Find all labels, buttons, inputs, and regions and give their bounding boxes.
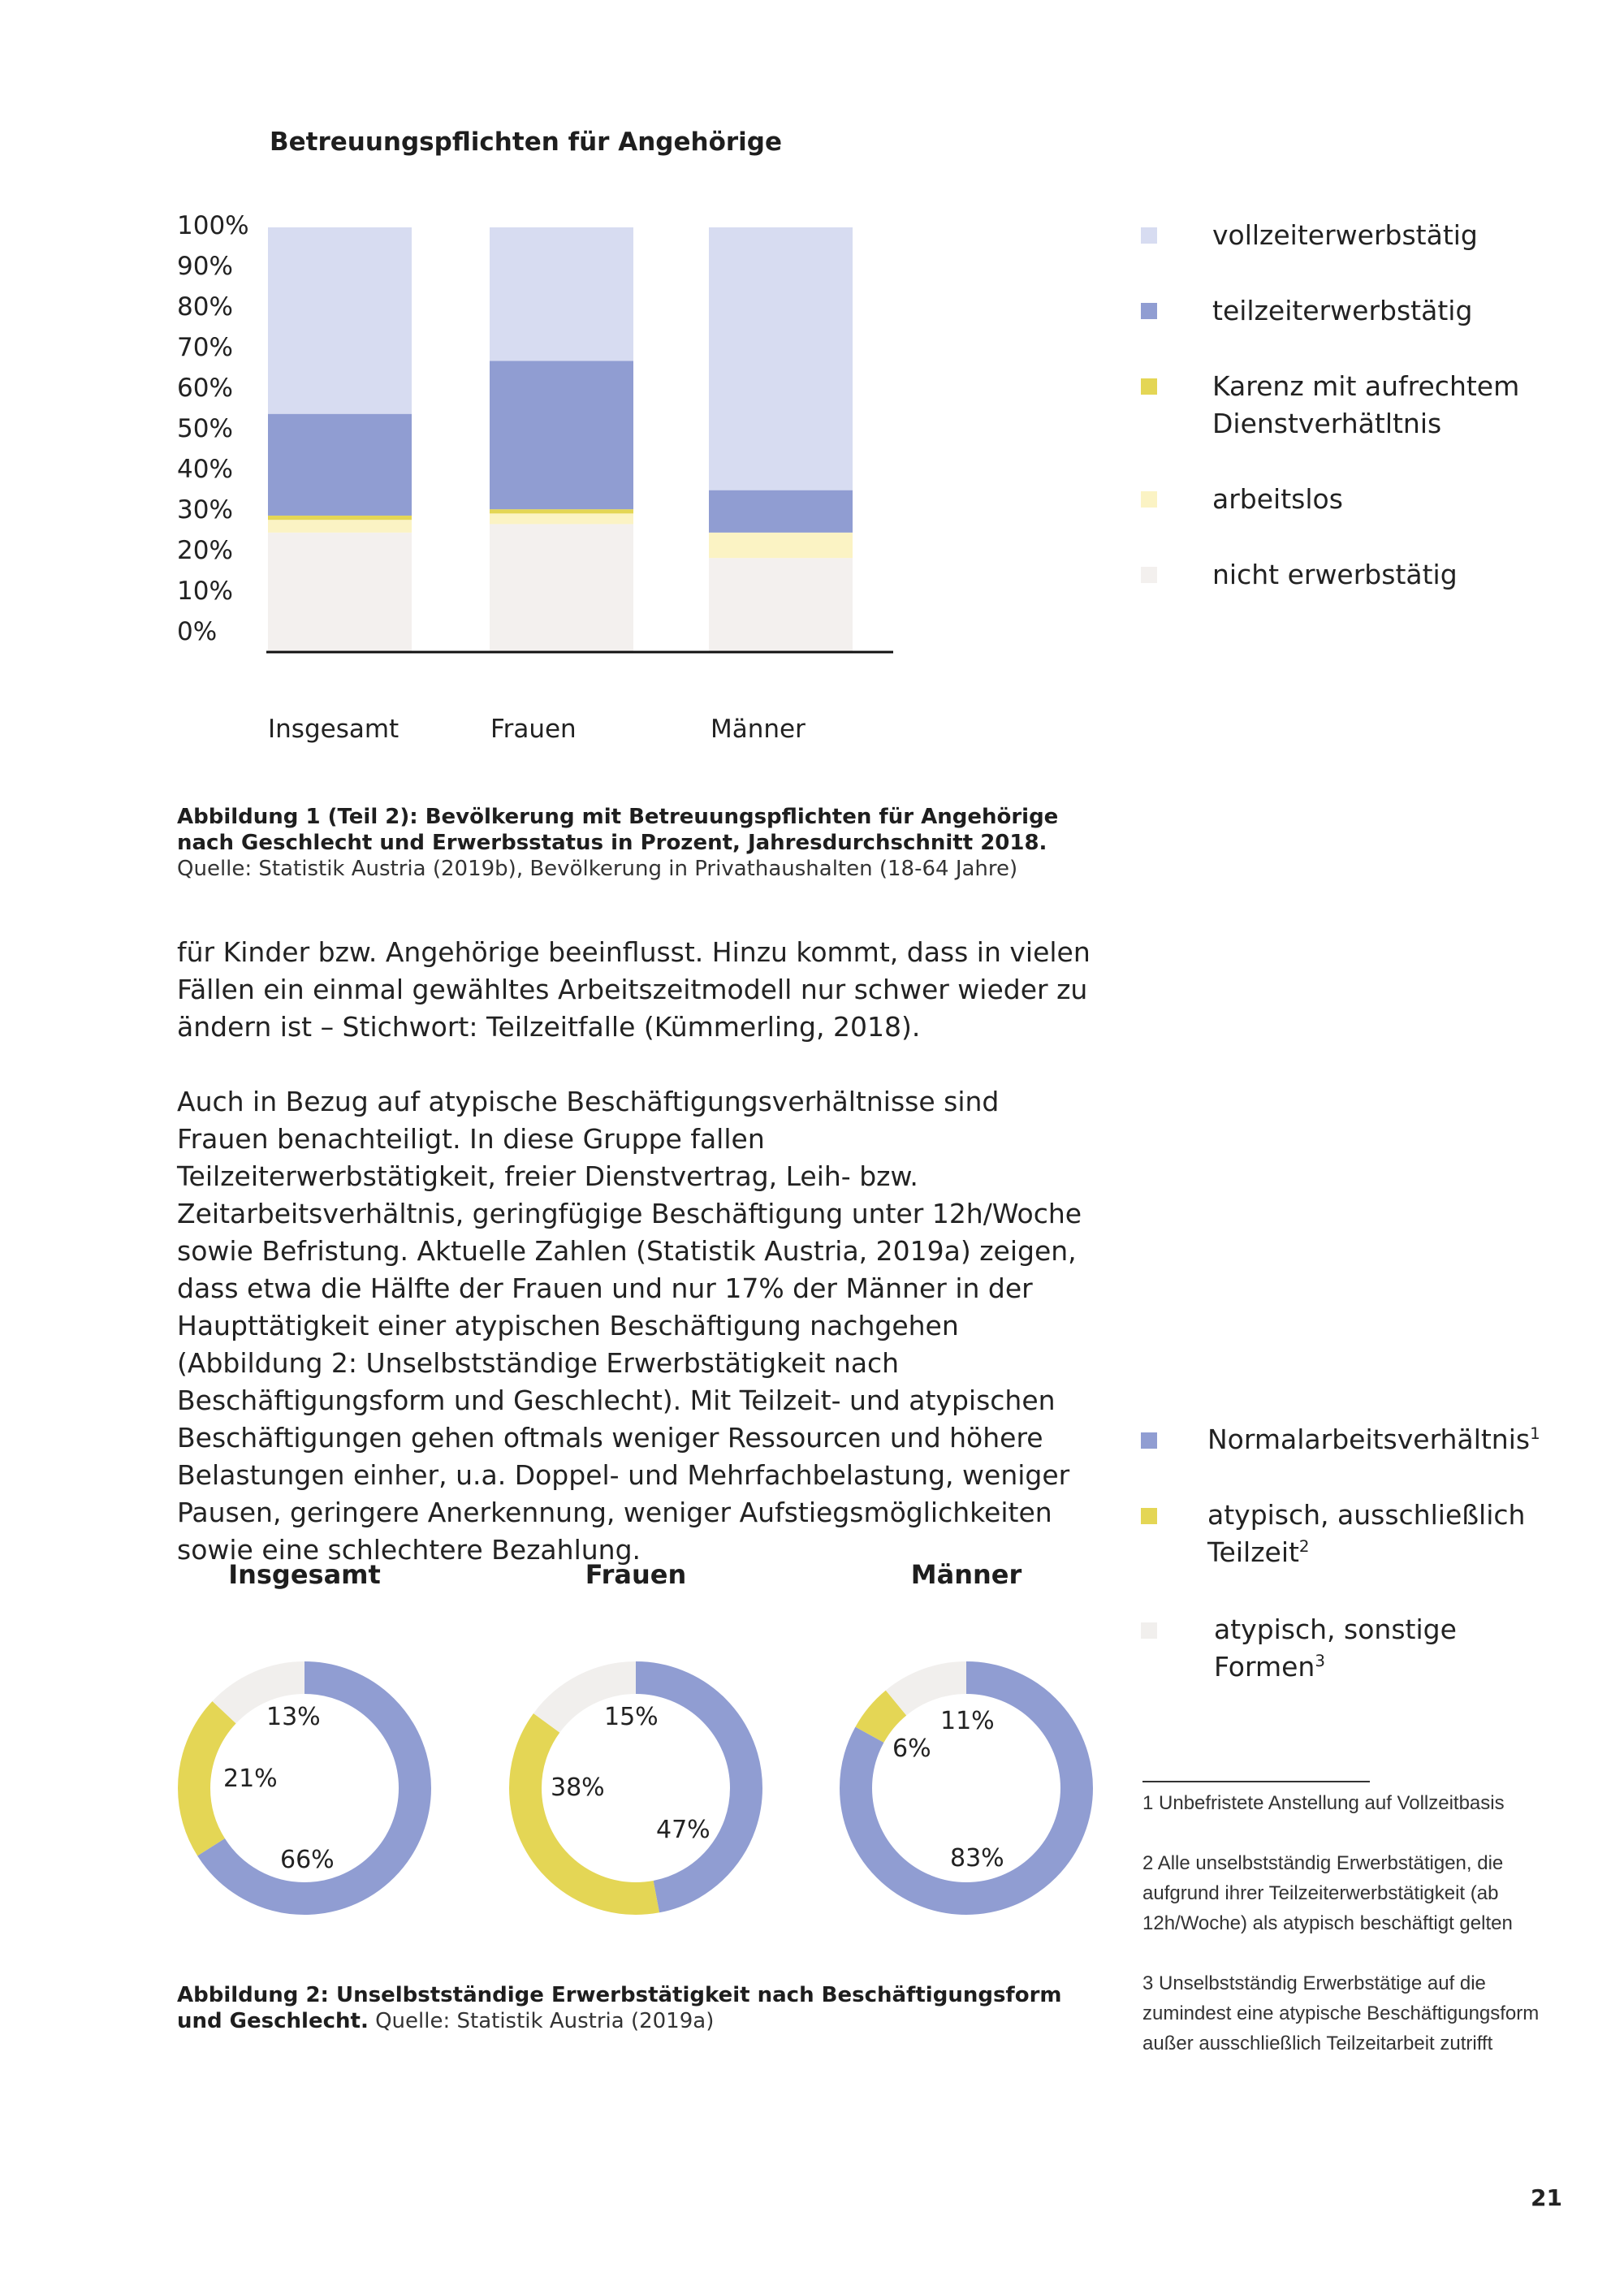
footnotes: 1 Unbefristete Anstellung auf Vollzeitba…	[1142, 1788, 1565, 2089]
y-tick-label: 70%	[177, 333, 233, 362]
donut-maenner-label-normal: 83%	[950, 1844, 1004, 1873]
donut-insgesamt-label-normal: 66%	[280, 1846, 335, 1874]
legend-swatch-nicht-erwerbstaetig	[1141, 567, 1157, 583]
footnote-2: 2 Alle unselbstständig Erwerbstätigen, d…	[1142, 1852, 1513, 1934]
legend2-label-sonstige: atypisch, sonstige Formen3	[1214, 1614, 1457, 1683]
bar-segment-männer-teilzeiterwerbstätig	[709, 490, 853, 533]
legend-swatch-teilzeit	[1141, 303, 1157, 319]
donut-slice-frauen-atypisch	[509, 1661, 762, 1915]
figure1-caption-bold: Abbildung 1 (Teil 2): Bevölkerung mit Be…	[177, 805, 1059, 855]
bar-segment-frauen-arbeitslos	[490, 513, 633, 525]
y-tick-label: 40%	[177, 455, 233, 484]
donut-title-frauen: Frauen	[585, 1559, 687, 1590]
y-tick-label: 20%	[177, 536, 233, 565]
figure1-caption: Abbildung 1 (Teil 2): Bevölkerung mit Be…	[177, 804, 1103, 882]
stacked-bar-chart	[266, 227, 893, 654]
y-tick-label: 80%	[177, 292, 233, 322]
figure1-caption-source: Quelle: Statistik Austria (2019b), Bevöl…	[177, 857, 1018, 881]
figure2-caption-bold: Abbildung 2: Unselbstständige Erwerbstät…	[177, 1983, 1062, 2033]
legend2-swatch-teilzeit	[1141, 1508, 1157, 1524]
legend2-label-teilzeit: atypisch, ausschließlich Teilzeit2	[1207, 1499, 1526, 1568]
footnote-3: 3 Unselbstständig Erwerbstätige auf die …	[1142, 1972, 1540, 2054]
bar-segment-frauen-nicht	[490, 524, 633, 651]
legend2-swatch-normal	[1141, 1432, 1157, 1449]
x-category-maenner: Männer	[710, 715, 806, 744]
legend-label-teilzeit: teilzeiterwerbstätig	[1212, 295, 1473, 326]
donut-slice-frauen-atypisch	[509, 1661, 762, 1915]
legend-swatch-arbeitslos	[1141, 491, 1157, 508]
legend-swatch-vollzeit	[1141, 227, 1157, 244]
donut-frauen-label-teilzeit: 38%	[551, 1773, 605, 1802]
legend-label-karenz: Karenz mit aufrechtem Dienstverhätltnis	[1212, 370, 1520, 439]
y-tick-label: 30%	[177, 495, 233, 525]
bar-segment-frauen-karenz	[490, 509, 633, 514]
donut-frauen-label-sonstige: 15%	[604, 1703, 659, 1731]
donut-title-insgesamt: Insgesamt	[228, 1559, 381, 1590]
donut-slice-insgesamt-atypisch	[178, 1661, 431, 1915]
y-tick-label: 10%	[177, 577, 233, 606]
y-tick-label: 90%	[177, 252, 233, 281]
donut-insgesamt-label-teilzeit: 21%	[223, 1765, 278, 1793]
figure2-caption-source: Quelle: Statistik Austria (2019a)	[375, 2009, 715, 2033]
bar-segment-frauen-teilzeiterwerbstätig	[490, 361, 633, 510]
y-tick-label: 50%	[177, 414, 233, 443]
x-category-insgesamt: Insgesamt	[268, 715, 400, 744]
bar-segment-insgesamt-teilzeiterwerbstätig	[268, 413, 412, 516]
donut-title-maenner: Männer	[910, 1559, 1022, 1590]
body-text: für Kinder bzw. Angehörige beeinflusst. …	[177, 934, 1091, 1606]
legend2-label-normal: Normalarbeitsverhältnis1	[1207, 1423, 1540, 1455]
x-category-frauen: Frauen	[490, 715, 577, 744]
bar-segment-insgesamt-vollzeiterwerbstätig	[268, 227, 412, 414]
bar-segment-frauen-vollzeiterwerbstätig	[490, 227, 633, 361]
legend2-swatch-sonstige	[1141, 1622, 1157, 1639]
figure2-caption: Abbildung 2: Unselbstständige Erwerbstät…	[177, 1982, 1103, 2034]
footnote-divider	[1142, 1781, 1370, 1782]
footnote-1: 1 Unbefristete Anstellung auf Vollzeitba…	[1142, 1792, 1505, 1814]
bar-segment-männer-arbeitslos	[709, 532, 853, 559]
donut-maenner-label-teilzeit: 6%	[892, 1735, 931, 1763]
y-tick-label: 100%	[177, 211, 249, 240]
page-number: 21	[1531, 2184, 1562, 2211]
bar-segment-männer-vollzeiterwerbstätig	[709, 227, 853, 490]
donut-slice-insgesamt-atypisch	[178, 1661, 431, 1915]
paragraph-1: für Kinder bzw. Angehörige beeinflusst. …	[177, 936, 1091, 1043]
legend-swatch-karenz	[1141, 378, 1157, 395]
bar-segment-insgesamt-nicht	[268, 532, 412, 651]
bar-segment-insgesamt-karenz	[268, 515, 412, 521]
legend-label-arbeitslos: arbeitslos	[1212, 483, 1343, 515]
donut-maenner-label-sonstige: 11%	[940, 1707, 995, 1735]
y-tick-label: 60%	[177, 374, 233, 403]
bar-segment-männer-nicht	[709, 558, 853, 651]
legend-label-nicht-erwerbstaetig: nicht erwerbstätig	[1212, 559, 1458, 590]
donut-insgesamt-label-sonstige: 13%	[266, 1703, 321, 1731]
donut-slice-männer-atypisch	[840, 1661, 1093, 1915]
paragraph-2: Auch in Bezug auf atypische Beschäftigun…	[177, 1086, 1082, 1566]
bar-segment-insgesamt-arbeitslos	[268, 520, 412, 533]
y-tick-label: 0%	[177, 617, 218, 646]
legend-label-vollzeit: vollzeiterwerbstätig	[1212, 219, 1478, 251]
donut-charts	[178, 1661, 1093, 1915]
donut-frauen-label-normal: 47%	[656, 1816, 710, 1844]
chart1-title: Betreuungspflichten für Angehörige	[270, 127, 782, 157]
